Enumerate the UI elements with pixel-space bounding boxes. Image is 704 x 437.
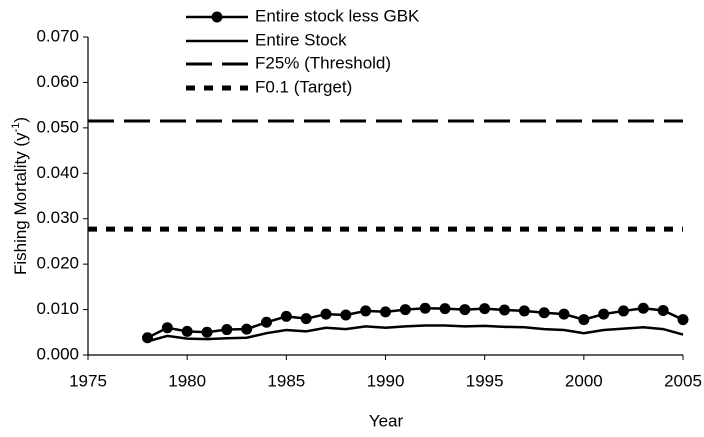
x-tick-label: 1985: [267, 371, 305, 390]
y-tick-label: 0.010: [36, 299, 79, 318]
y-axis-label-end: ): [11, 117, 30, 123]
legend-label: Entire stock less GBK: [255, 6, 420, 25]
point: [320, 308, 332, 320]
point: [340, 309, 352, 321]
point: [459, 304, 471, 316]
y-tick-label: 0.060: [36, 72, 79, 91]
x-axis-label: Year: [369, 411, 404, 430]
x-tick-label: 1995: [466, 371, 504, 390]
y-tick-label: 0.030: [36, 208, 79, 227]
y-axis-label-sup: -1: [10, 123, 22, 133]
point: [538, 307, 550, 319]
y-tick-label: 0.020: [36, 254, 79, 273]
point: [161, 322, 173, 334]
y-tick-label: 0.040: [36, 163, 79, 182]
point: [657, 304, 669, 316]
point: [598, 308, 610, 320]
point: [201, 326, 213, 338]
point: [280, 310, 292, 322]
y-tick-label: 0.000: [36, 344, 79, 363]
point: [221, 324, 233, 336]
point: [479, 303, 491, 315]
x-tick-label: 2000: [565, 371, 603, 390]
series-line: [146, 306, 684, 339]
legend-label: F25% (Threshold): [255, 53, 391, 72]
point: [637, 302, 649, 314]
y-tick-label: 0.050: [36, 117, 79, 136]
point: [419, 302, 431, 314]
y-axis-label: Fishing Mortality (y-1): [10, 117, 31, 275]
point: [499, 304, 510, 316]
point: [439, 303, 451, 315]
point: [181, 325, 193, 337]
legend-label: F0.1 (Target): [255, 77, 352, 96]
x-tick-label: 1975: [69, 371, 107, 390]
point: [558, 308, 570, 320]
x-tick-label: 1990: [367, 371, 405, 390]
legend-marker: [211, 11, 223, 23]
series-line: [147, 324, 684, 343]
point: [518, 305, 530, 317]
legend-label: Entire Stock: [255, 30, 347, 49]
point: [618, 305, 629, 317]
x-tick-label: 1980: [168, 371, 206, 390]
point: [261, 316, 272, 328]
point: [578, 314, 590, 326]
point: [360, 305, 372, 317]
y-tick-label: 0.070: [36, 26, 79, 45]
point: [300, 313, 312, 325]
point: [399, 304, 411, 316]
x-tick-label: 2005: [664, 371, 702, 390]
point: [241, 323, 253, 335]
point: [380, 306, 391, 318]
y-axis-label-main: Fishing Mortality (y: [11, 132, 30, 275]
point: [677, 314, 689, 326]
